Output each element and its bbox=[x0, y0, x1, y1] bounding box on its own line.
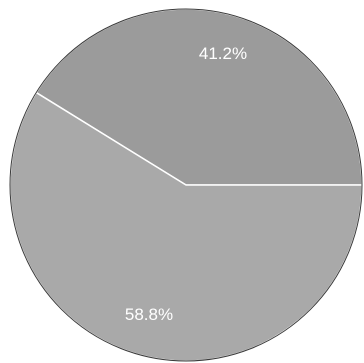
pie-slice-label-1: 58.8% bbox=[125, 305, 173, 324]
pie-slice-label-0: 41.2% bbox=[199, 44, 247, 63]
pie-labels: 41.2% 58.8% bbox=[125, 44, 247, 324]
pie-outline bbox=[9, 8, 363, 362]
pie-slices bbox=[9, 8, 363, 362]
